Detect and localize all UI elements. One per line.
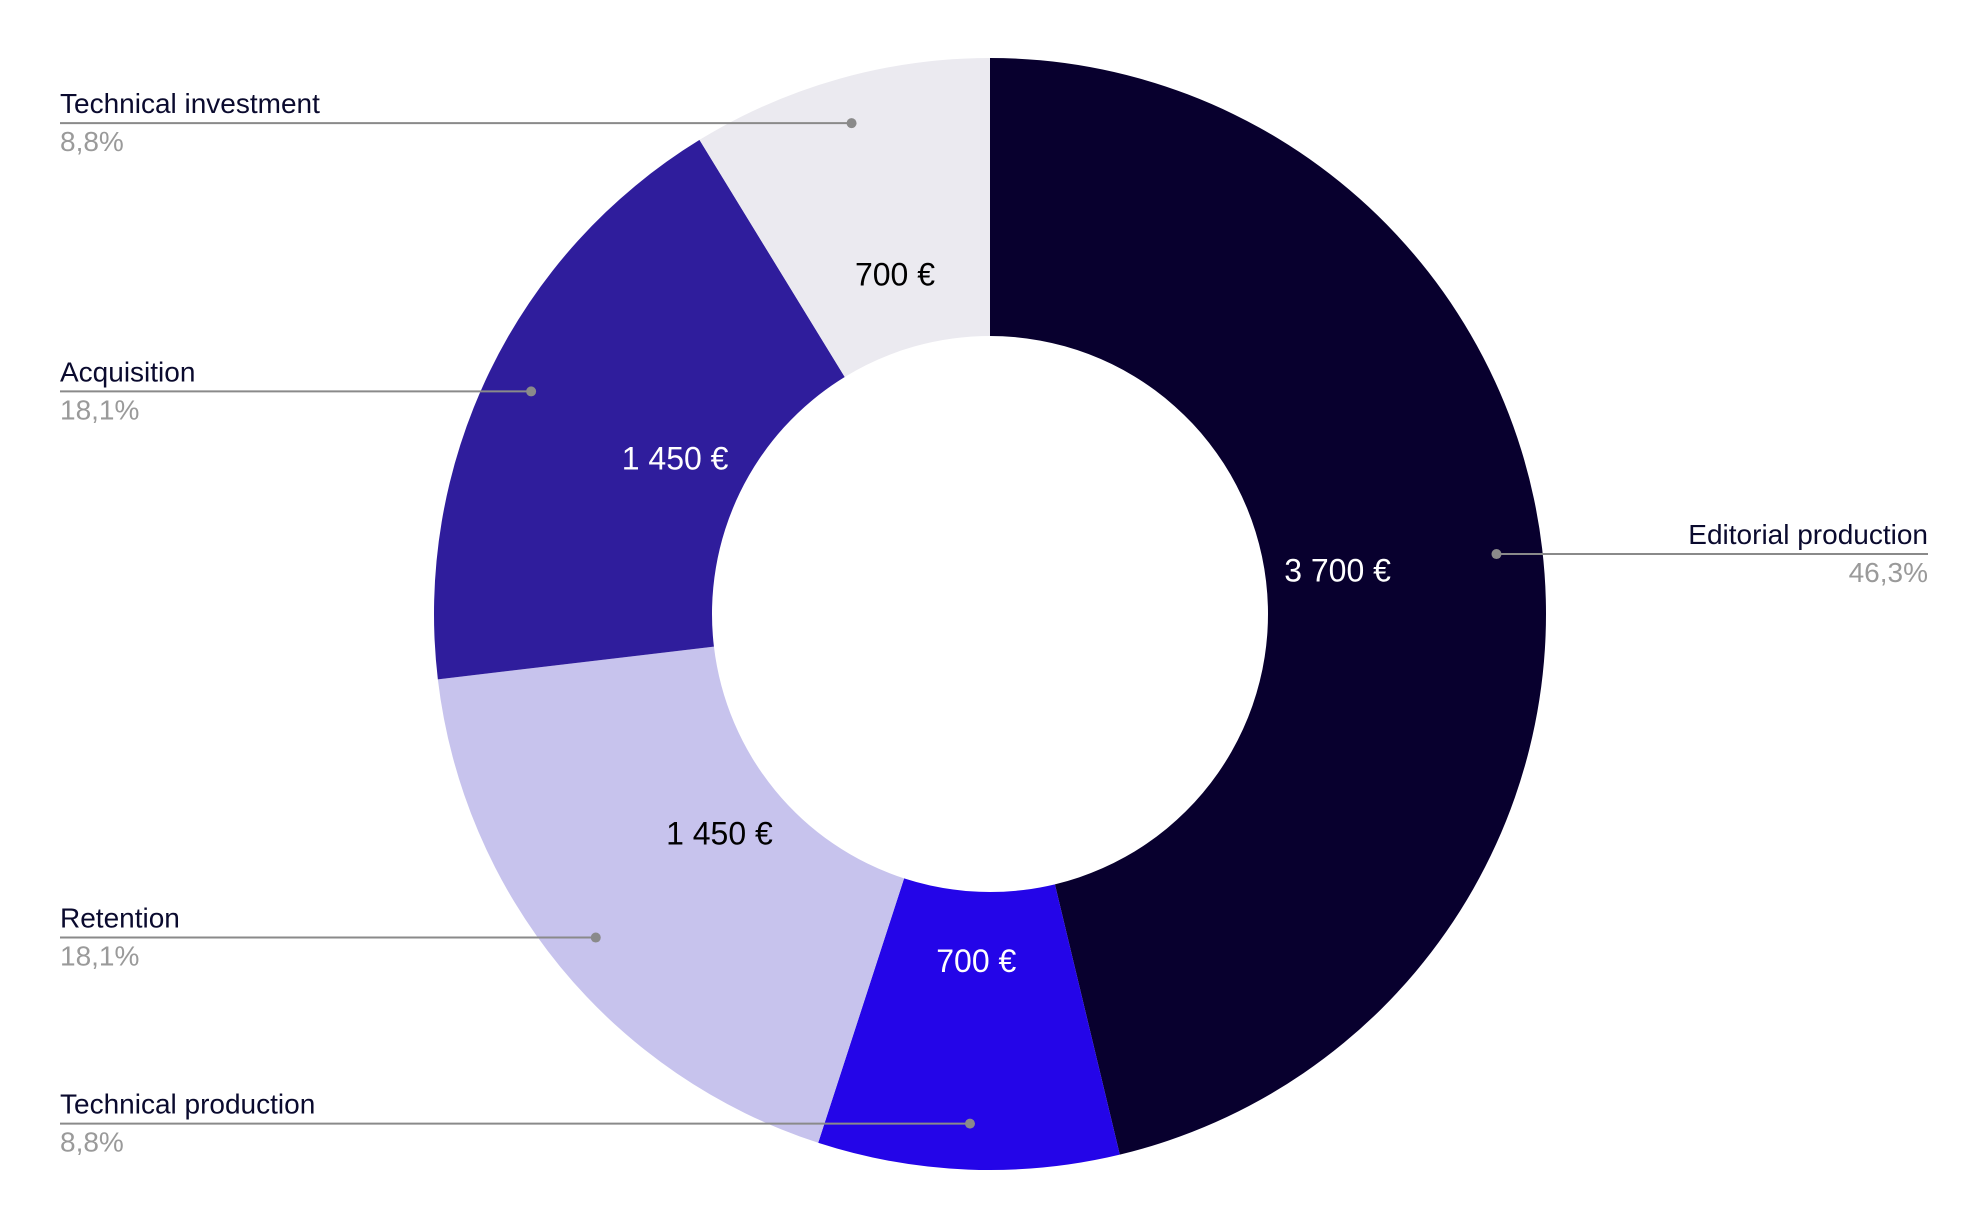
callout-category-retention: Retention xyxy=(60,903,180,934)
callout-category-acquisition: Acquisition xyxy=(60,356,195,387)
callout-percent-technical-production: 8,8% xyxy=(60,1127,124,1158)
callout-percent-editorial-production: 46,3% xyxy=(1849,557,1928,588)
callout-percent-retention: 18,1% xyxy=(60,941,139,972)
slice-acquisition xyxy=(434,139,845,680)
callouts-group: Editorial production 46,3% Technical produ… xyxy=(60,88,1928,1158)
value-labels-group: 3 700 € 700 € 1 450 € 1 450 € 700 € xyxy=(622,257,1391,980)
slices-group xyxy=(434,57,1547,1171)
callout-percent-technical-investment: 8,8% xyxy=(60,126,124,157)
callout-percent-acquisition: 18,1% xyxy=(60,394,139,425)
slice-value-label-technical-production: 700 € xyxy=(936,943,1016,979)
slice-technical-investment xyxy=(699,57,990,377)
slice-editorial-production xyxy=(990,58,1547,1155)
callout-category-technical-production: Technical production xyxy=(60,1089,315,1120)
slice-technical-production xyxy=(818,878,1120,1171)
slice-retention xyxy=(437,646,905,1143)
callout-category-editorial-production: Editorial production xyxy=(1688,519,1928,550)
slice-value-label-acquisition: 1 450 € xyxy=(622,441,729,477)
slice-value-label-editorial-production: 3 700 € xyxy=(1284,552,1391,588)
slice-value-label-technical-investment: 700 € xyxy=(855,257,935,293)
callout-category-technical-investment: Technical investment xyxy=(60,88,320,119)
slice-value-label-retention: 1 450 € xyxy=(666,815,773,851)
